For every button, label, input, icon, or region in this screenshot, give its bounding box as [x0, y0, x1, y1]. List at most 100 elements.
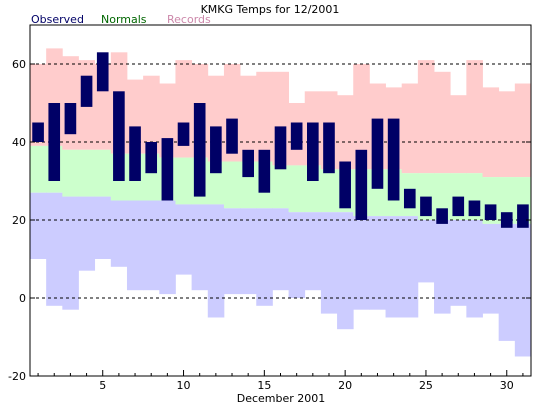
observed-bar: [420, 196, 432, 217]
observed-bar: [436, 208, 448, 224]
chart-title: KMKG Temps for 12/2001: [201, 3, 340, 16]
observed-bar: [258, 149, 271, 193]
record-low-band: [514, 223, 532, 357]
observed-bar: [32, 122, 44, 142]
normal-band: [175, 157, 193, 205]
record-high-band: [498, 91, 516, 178]
record-low-band: [62, 196, 79, 310]
observed-bar: [226, 118, 238, 154]
observed-bar: [307, 122, 319, 181]
record-low-band: [498, 223, 516, 341]
record-low-band: [175, 204, 193, 275]
observed-bar: [371, 118, 384, 189]
plot-area: [30, 48, 532, 357]
observed-bar: [177, 122, 190, 146]
normal-band: [30, 145, 47, 193]
observed-bar: [129, 126, 141, 181]
observed-bar: [484, 204, 497, 220]
record-low-band: [272, 208, 289, 291]
record-high-band: [337, 95, 354, 170]
x-tick-label: 10: [177, 379, 191, 392]
record-high-band: [482, 87, 500, 178]
record-low-band: [159, 200, 176, 295]
observed-bar: [290, 122, 303, 150]
record-low-band: [46, 192, 63, 306]
y-tick-label: 40: [12, 136, 26, 149]
record-low-band: [450, 220, 467, 306]
record-low-band: [417, 220, 435, 283]
observed-bar: [500, 212, 513, 228]
observed-bar: [403, 188, 416, 209]
normal-band: [272, 165, 289, 209]
observed-bar: [64, 103, 77, 135]
observed-bar: [96, 52, 109, 92]
record-high-band: [450, 95, 467, 174]
record-high-band: [353, 64, 370, 170]
record-low-band: [143, 200, 160, 291]
normal-band: [62, 149, 79, 197]
observed-bar: [113, 91, 125, 181]
observed-bar: [193, 103, 206, 197]
record-high-band: [240, 75, 257, 162]
record-low-band: [191, 204, 209, 291]
x-tick-label: 5: [99, 379, 106, 392]
y-tick-label: -20: [8, 370, 26, 383]
observed-bar: [145, 142, 158, 174]
record-low-band: [337, 212, 354, 330]
observed-bar: [161, 138, 174, 201]
record-low-band: [320, 212, 338, 314]
observed-bar: [323, 122, 335, 174]
axes: -20 0 20 40 60 5 10 15 20 25 30: [8, 24, 532, 392]
observed-bar: [80, 75, 93, 107]
observed-bar: [452, 196, 465, 217]
record-low-band: [110, 200, 128, 267]
record-high-band: [417, 60, 435, 174]
y-tick-label: 60: [12, 58, 26, 71]
record-high-band: [466, 60, 483, 174]
record-low-band: [256, 208, 273, 306]
x-tick-label: 30: [500, 379, 514, 392]
observed-bar: [355, 149, 368, 220]
observed-bar: [387, 118, 400, 201]
observed-bar: [210, 126, 222, 174]
record-high-band: [514, 83, 532, 178]
y-tick-label: 20: [12, 214, 26, 227]
normal-band: [78, 149, 96, 197]
record-low-band: [94, 196, 112, 259]
record-low-band: [353, 216, 370, 310]
observed-bar: [517, 204, 529, 228]
x-axis-label: December 2001: [237, 392, 326, 405]
legend-observed: Observed: [31, 13, 84, 26]
x-tick-label: 20: [338, 379, 352, 392]
record-low-band: [288, 212, 306, 298]
record-low-band: [304, 212, 322, 291]
record-low-band: [126, 200, 144, 291]
normal-band: [288, 165, 306, 213]
record-low-band: [482, 223, 500, 314]
record-low-band: [401, 216, 419, 318]
record-low-band: [30, 192, 47, 259]
record-high-band: [256, 71, 273, 162]
record-low-band: [466, 220, 483, 318]
record-high-band: [434, 71, 451, 174]
record-low-band: [434, 220, 451, 314]
legend-normals: Normals: [101, 13, 147, 26]
record-low-band: [78, 196, 96, 271]
x-tick-label: 25: [419, 379, 433, 392]
record-high-band: [401, 83, 419, 174]
record-low-band: [385, 216, 403, 318]
observed-bar: [339, 161, 351, 209]
record-low-band: [207, 204, 225, 318]
observed-bar: [468, 200, 481, 217]
legend-records: Records: [167, 13, 211, 26]
record-low-band: [369, 216, 386, 310]
record-low-band: [223, 208, 241, 295]
normal-band: [320, 169, 338, 213]
observed-bar: [242, 149, 254, 178]
record-low-band: [240, 208, 257, 295]
normal-band: [94, 149, 112, 197]
observed-bar: [48, 103, 61, 181]
y-tick-label: 0: [19, 292, 26, 305]
x-tick-label: 15: [257, 379, 271, 392]
